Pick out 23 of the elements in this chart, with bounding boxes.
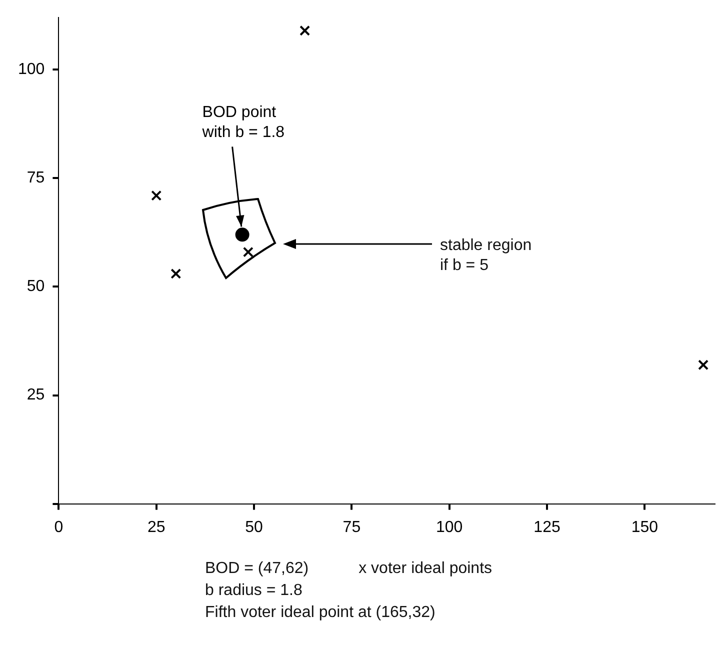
text: Fifth voter ideal point at (165,32): [205, 604, 436, 622]
x-tick-label: 150: [631, 518, 658, 536]
annotation: BOD point with b = 1.8: [201, 104, 285, 142]
point: [151, 190, 162, 201]
text: BOD = (47,62): [205, 560, 309, 578]
point: [698, 360, 709, 370]
y-tick-label: 100: [18, 61, 45, 78]
y-tick-label: 75: [26, 170, 45, 187]
x-tick-label: 50: [245, 518, 264, 536]
point: [242, 246, 254, 258]
y-tick-label: 50: [26, 278, 45, 296]
point: [235, 228, 250, 242]
text: b radius = 1.8: [205, 582, 304, 600]
y-tick-label: 25: [26, 386, 45, 404]
x-tick-label: 125: [534, 518, 560, 536]
x-tick-label: 75: [342, 518, 361, 536]
point: [170, 268, 182, 279]
x-tick-label: 0: [54, 518, 64, 536]
annotation: stable region if b = 5: [440, 236, 532, 276]
x-tick-label: 25: [147, 518, 166, 536]
text: x voter ideal points: [358, 560, 492, 578]
point: [300, 25, 310, 36]
x-tick-label: 100: [436, 518, 463, 536]
